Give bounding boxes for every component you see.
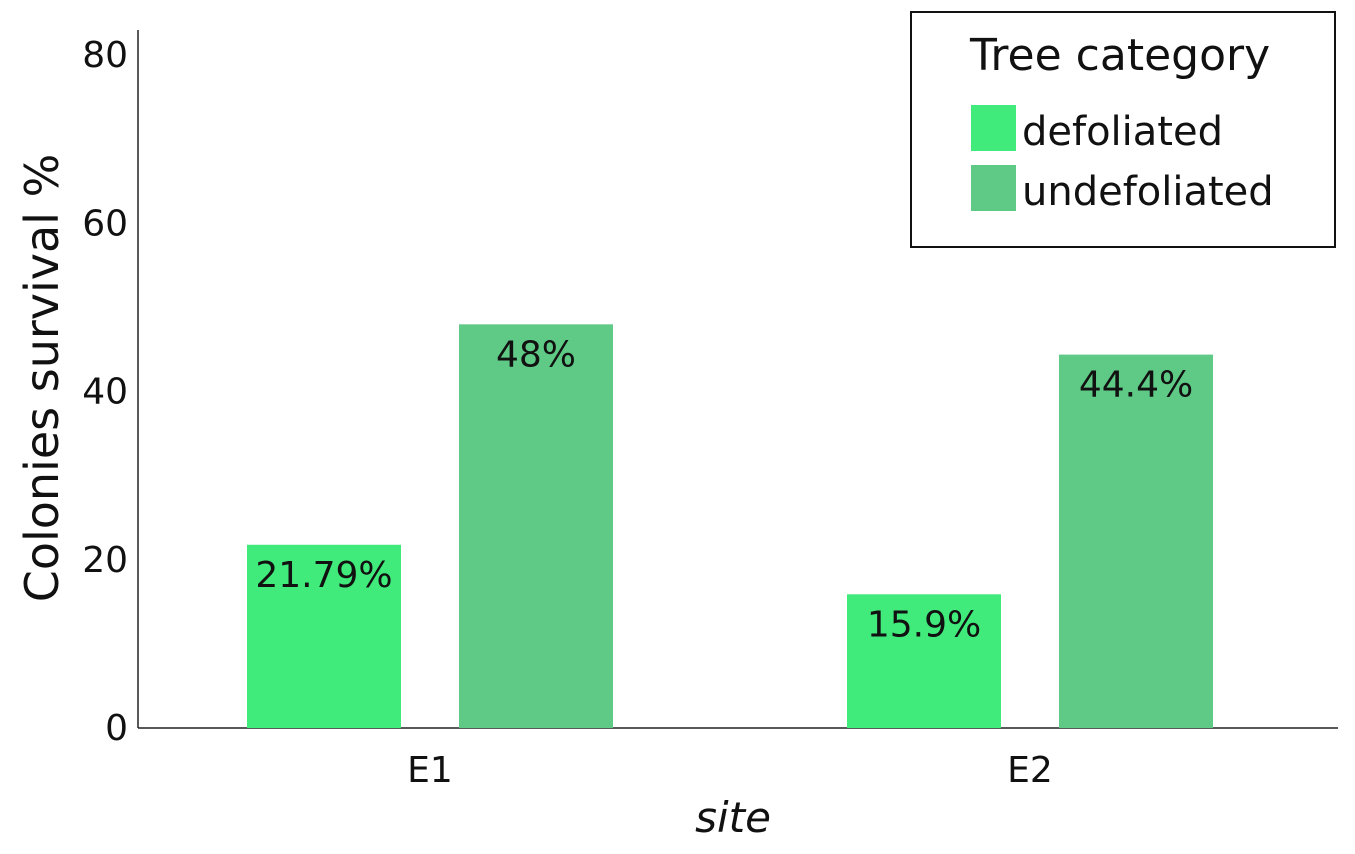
x-axis-title: site — [695, 793, 771, 842]
legend-label-defoliated: defoliated — [1022, 109, 1223, 155]
x-tick-labels: E1 E2 — [407, 750, 1053, 791]
legend: Tree category defoliated undefoliated — [910, 11, 1336, 248]
bar-defoliated-E1 — [247, 544, 401, 728]
legend-swatch-defoliated — [971, 105, 1016, 151]
x-tick-label: E1 — [407, 750, 453, 791]
bar-defoliated-E2 — [847, 594, 1001, 728]
y-tick-label: 80 — [82, 35, 128, 76]
y-tick-label: 40 — [82, 372, 128, 413]
y-tick-label: 60 — [82, 203, 128, 244]
x-tick-label: E2 — [1007, 750, 1053, 791]
y-tick-label: 20 — [82, 540, 128, 581]
bar-value-labels: 21.79% 48% 15.9% 44.4% — [255, 334, 1193, 645]
legend-items: defoliated undefoliated — [971, 105, 1274, 215]
bar-value-label: 48% — [496, 334, 576, 375]
y-tick-label: 0 — [105, 708, 128, 749]
bar-value-label: 15.9% — [867, 604, 981, 645]
y-tick-labels: 0 20 40 60 80 — [82, 35, 128, 749]
bars — [247, 324, 1213, 728]
legend-swatch-undefoliated — [971, 165, 1016, 211]
bar-value-label: 21.79% — [255, 555, 392, 596]
y-axis-title: Colonies survival % — [15, 154, 69, 603]
legend-label-undefoliated: undefoliated — [1022, 169, 1274, 215]
bar-undefoliated-E1 — [459, 324, 613, 728]
legend-title: Tree category — [969, 30, 1270, 81]
bar-undefoliated-E2 — [1059, 354, 1213, 728]
bar-value-label: 44.4% — [1079, 365, 1193, 406]
